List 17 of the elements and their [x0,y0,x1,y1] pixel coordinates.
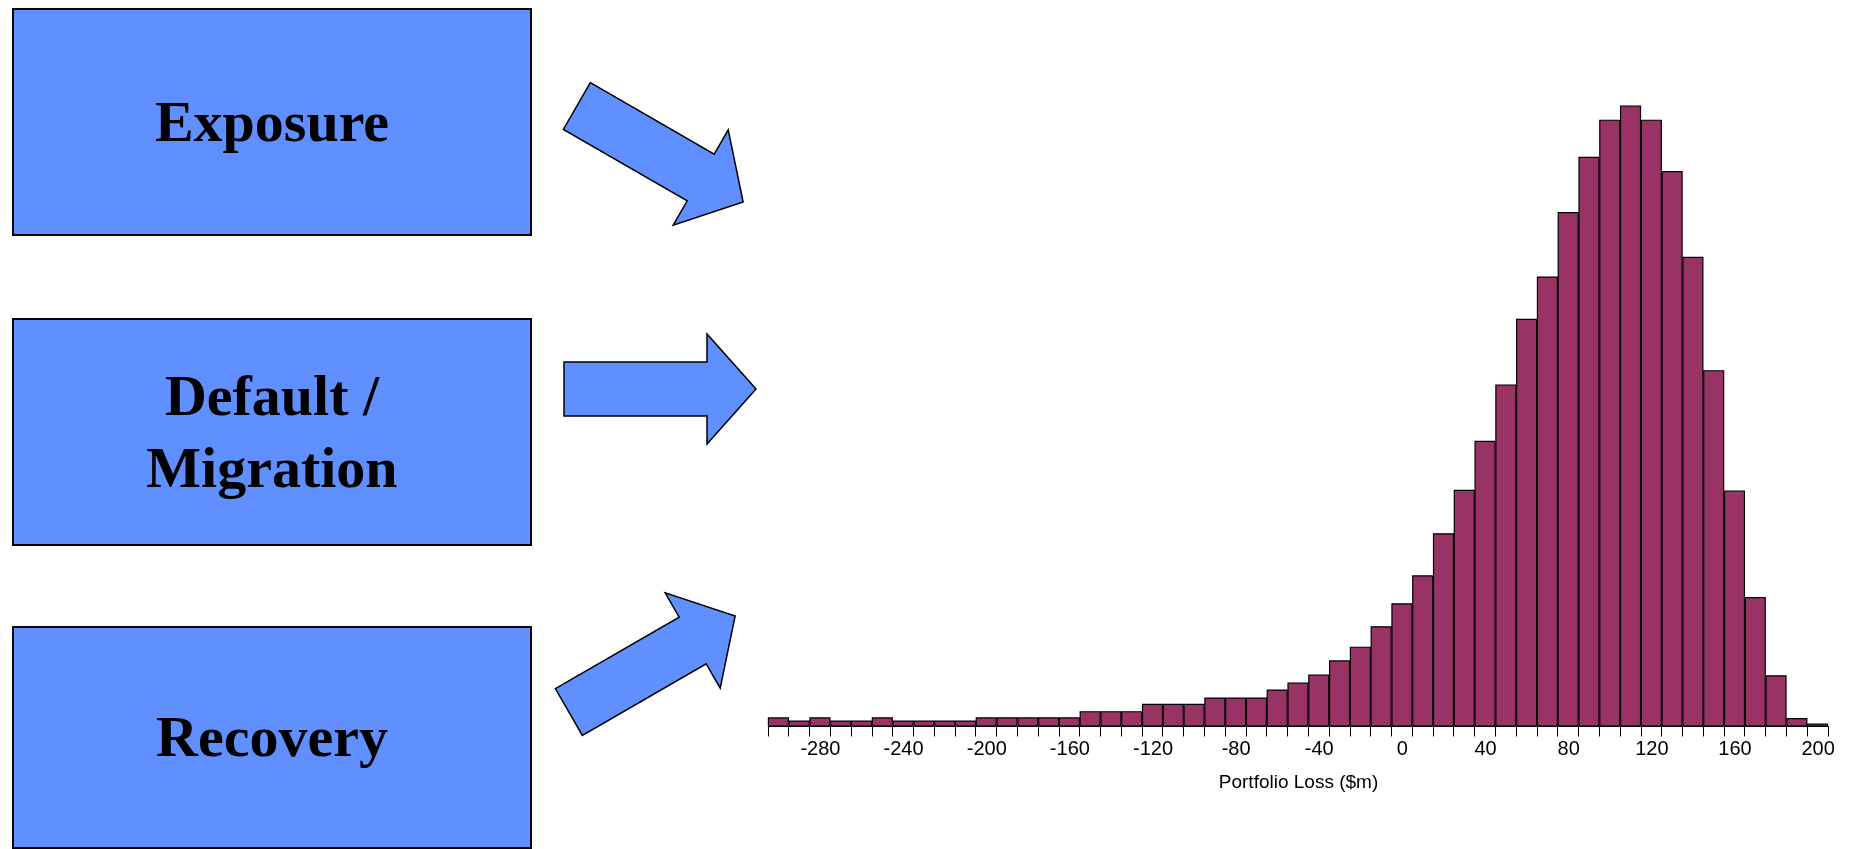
x-tick-label: -80 [1221,736,1251,759]
x-tick-label: -160 [1049,736,1090,759]
x-tick-label: -40 [1304,736,1334,759]
x-tick-label: 200 [1801,736,1835,759]
x-tick-label: 80 [1557,736,1580,759]
x-tick-label: -240 [883,736,924,759]
x-tick-label: 0 [1396,736,1408,759]
x-tick-label: 120 [1635,736,1669,759]
x-axis-title: Portfolio Loss ($m) [1218,770,1379,792]
x-tick-label: -120 [1132,736,1174,759]
text: Default / Migration [145,361,399,502]
x-tick-label: -280 [800,736,841,759]
x-tick-label: 40 [1474,736,1497,759]
x-tick-label: 160 [1718,736,1752,759]
text: Exposure [154,87,390,156]
text: Recovery [156,703,388,772]
x-tick-label: -200 [966,736,1007,759]
